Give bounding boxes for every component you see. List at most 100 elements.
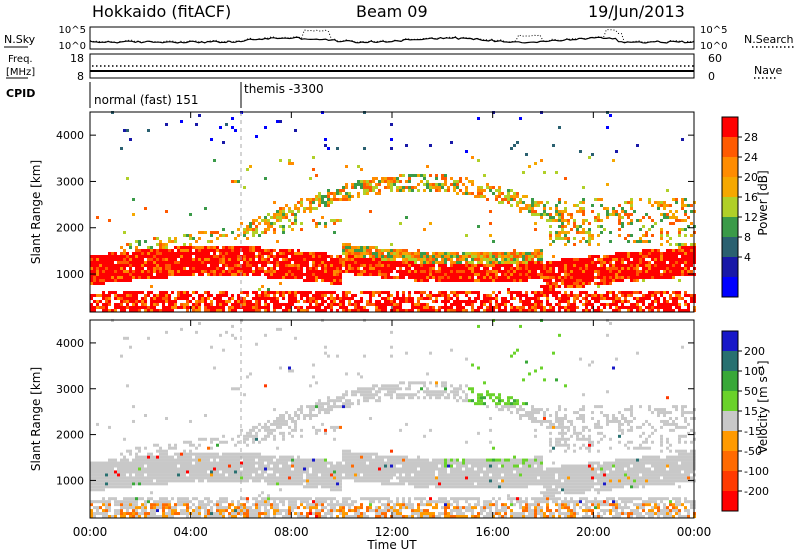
power-cell xyxy=(624,294,627,297)
power-cell xyxy=(384,291,387,294)
power-cell xyxy=(612,309,615,312)
power-cell xyxy=(285,261,288,264)
power-cell xyxy=(402,189,405,192)
power-cell xyxy=(291,228,294,231)
velocity-cell xyxy=(93,515,96,518)
power-cell xyxy=(675,264,678,267)
power-cell xyxy=(591,270,594,273)
power-cell xyxy=(159,258,162,261)
power-cell xyxy=(597,219,600,222)
power-cell xyxy=(207,258,210,261)
velocity-cell xyxy=(114,482,117,486)
power-cell xyxy=(684,264,687,267)
power-cell xyxy=(531,309,534,312)
power-cell xyxy=(543,291,546,294)
power-cell xyxy=(165,210,168,213)
power-cell xyxy=(198,306,201,309)
velocity-cell xyxy=(177,512,180,516)
velocity-cell xyxy=(114,485,117,489)
velocity-cell xyxy=(306,500,309,504)
power-cell xyxy=(387,276,390,279)
velocity-cell xyxy=(279,476,282,480)
power-cell xyxy=(192,267,195,270)
power-cell xyxy=(261,297,264,300)
power-cell xyxy=(576,231,579,234)
velocity-cell xyxy=(159,500,162,504)
power-cell xyxy=(342,198,345,201)
power-cell xyxy=(528,252,531,255)
power-cell xyxy=(138,249,141,252)
power-cell xyxy=(408,180,411,183)
power-cell xyxy=(135,240,138,243)
power-cell xyxy=(549,279,552,282)
power-cell xyxy=(165,267,168,270)
velocity-cell xyxy=(255,461,258,465)
power-cell xyxy=(207,273,210,276)
power-cell xyxy=(378,294,381,297)
velocity-cell xyxy=(111,458,114,462)
power-cell xyxy=(489,300,492,303)
power-cell xyxy=(612,300,615,303)
power-cell xyxy=(489,252,492,255)
power-cell xyxy=(618,309,621,312)
velocity-cell xyxy=(120,506,123,510)
power-cell xyxy=(450,255,453,258)
velocity-cell xyxy=(291,464,294,468)
power-cell xyxy=(381,252,384,255)
power-cell xyxy=(570,291,573,294)
power-cell xyxy=(99,282,102,285)
power-cell xyxy=(120,294,123,297)
power-cell xyxy=(288,270,291,273)
velocity-cell xyxy=(219,455,222,459)
power-cell xyxy=(303,279,306,282)
power-cell xyxy=(450,252,453,255)
power-cell xyxy=(579,270,582,273)
velocity-cell xyxy=(213,473,216,477)
velocity-cell xyxy=(222,506,225,510)
power-cell xyxy=(285,216,288,219)
power-cell xyxy=(324,225,327,228)
power-cell xyxy=(276,213,279,216)
power-cell xyxy=(297,276,300,279)
power-cell xyxy=(138,255,141,258)
power-cell xyxy=(645,249,648,252)
velocity-cell xyxy=(204,515,207,518)
velocity-cell xyxy=(285,422,288,426)
power-cell xyxy=(597,213,600,216)
power-cell xyxy=(324,306,327,309)
power-cell xyxy=(123,231,126,234)
power-cell xyxy=(297,270,300,273)
power-cell xyxy=(687,303,690,306)
power-cell xyxy=(93,309,96,312)
power-cell xyxy=(429,294,432,297)
power-cell xyxy=(144,303,147,306)
power-cell xyxy=(405,267,408,270)
power-cell xyxy=(555,276,558,279)
power-cell xyxy=(135,273,138,276)
power-cell xyxy=(357,300,360,303)
velocity-cell xyxy=(186,476,189,480)
power-cell xyxy=(666,231,669,234)
velocity-cell xyxy=(198,512,201,516)
velocity-cell xyxy=(294,470,297,474)
power-cell xyxy=(279,273,282,276)
power-cell xyxy=(333,282,336,285)
power-cell xyxy=(501,264,504,267)
velocity-cell xyxy=(288,473,291,477)
power-cell xyxy=(522,171,525,174)
power-cell xyxy=(552,291,555,294)
power-cell xyxy=(234,237,237,240)
power-cell xyxy=(222,258,225,261)
velocity-cell xyxy=(111,461,114,465)
power-cell xyxy=(168,240,171,243)
velocity-cell xyxy=(261,461,264,465)
power-cell xyxy=(357,180,360,183)
power-cell xyxy=(585,282,588,285)
freq-tick-low: 8 xyxy=(77,70,84,83)
power-cell xyxy=(135,270,138,273)
power-cell xyxy=(465,150,468,153)
velocity-cell xyxy=(138,506,141,510)
power-cell xyxy=(666,240,669,243)
power-cell xyxy=(147,261,150,264)
power-cell xyxy=(366,270,369,273)
